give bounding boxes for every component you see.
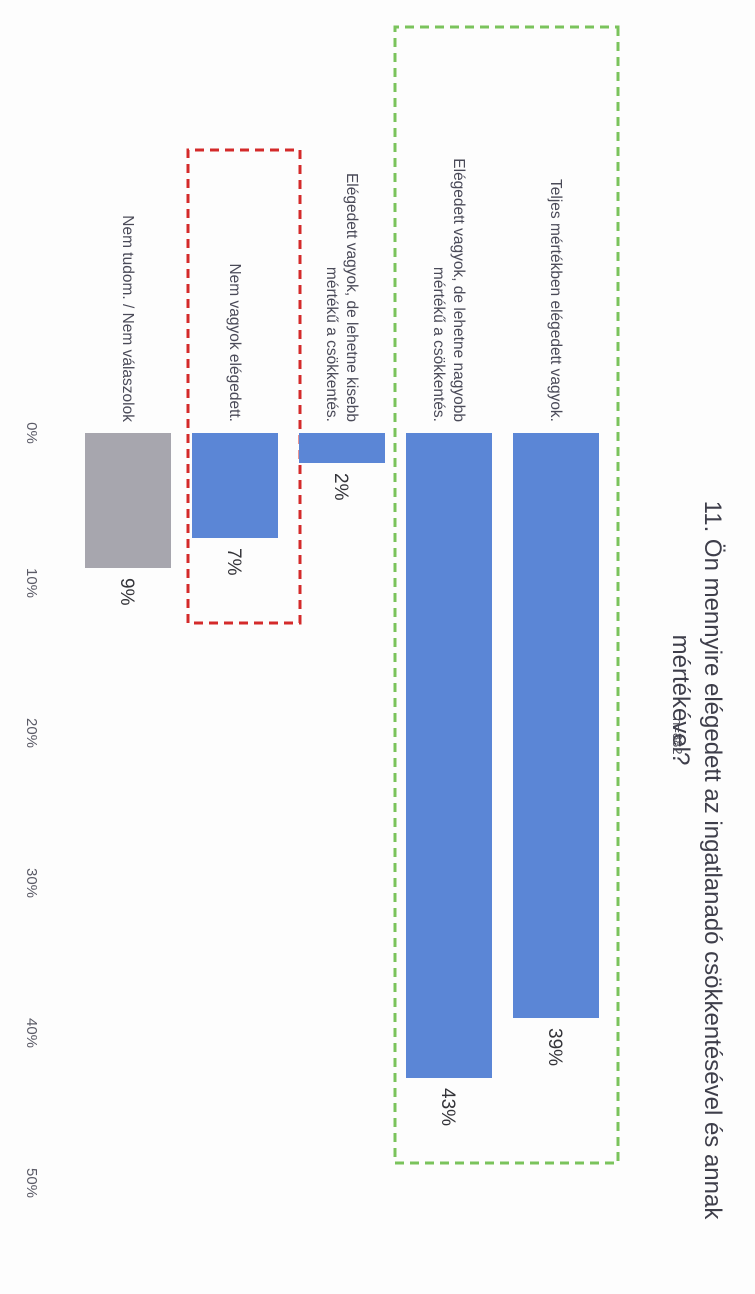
chart-title-group: 11. Ön mennyire elégedett az ingatlanadó… (667, 501, 726, 1221)
data-label-5: 9% (116, 578, 137, 606)
highlight-boxes (186, 25, 620, 1165)
x-tick-label-1: 0% (23, 422, 40, 444)
x-axis-ticks: 0% 10% 20% 30% 40% 50% (23, 422, 40, 1198)
x-tick-label-5: 40% (23, 1018, 40, 1048)
category-label-2-line-2: mértékű a csökkentés. (430, 267, 447, 422)
highlight-box-1 (393, 25, 620, 1165)
category-label-3-line-1: Elégedett vagyok, de lehetne kisebb (343, 173, 360, 422)
sample-size-label: n=882 (670, 718, 685, 755)
bar-5 (85, 433, 171, 568)
category-label-5-line-1: Nem tudom. / Nem válaszolok (119, 215, 136, 422)
data-label-1: 39% (544, 1028, 565, 1066)
data-labels: 39% 43% 2% 7% 9% (116, 473, 565, 1126)
data-label-3: 2% (330, 473, 351, 501)
chart-title-line-1: 11. Ön mennyire elégedett az ingatlanadó… (699, 501, 726, 1221)
category-label-3-line-2: mértékű a csökkentés. (323, 267, 340, 422)
category-label-2-line-1: Elégedett vagyok, de lehetne nagyobb (450, 158, 467, 422)
highlight-box-2 (186, 148, 302, 625)
category-labels: Teljes mértékben elégedett vagyok. Eléged… (119, 158, 564, 422)
x-tick-label-2: 10% (23, 568, 40, 598)
category-label-4-line-1: Nem vagyok elégedett. (226, 263, 243, 422)
data-label-4: 7% (223, 548, 244, 576)
x-tick-label-6: 50% (23, 1168, 40, 1198)
bar-2 (406, 433, 492, 1078)
x-tick-label-3: 20% (23, 718, 40, 748)
bar-4 (192, 433, 278, 538)
bar-1 (513, 433, 599, 1018)
x-tick-label-4: 30% (23, 868, 40, 898)
category-label-1-line-1: Teljes mértékben elégedett vagyok. (547, 179, 564, 422)
bars (85, 433, 599, 1078)
chart-title-line-2: mértékével? (667, 635, 694, 766)
data-label-2: 43% (437, 1088, 458, 1126)
bar-3 (299, 433, 385, 463)
